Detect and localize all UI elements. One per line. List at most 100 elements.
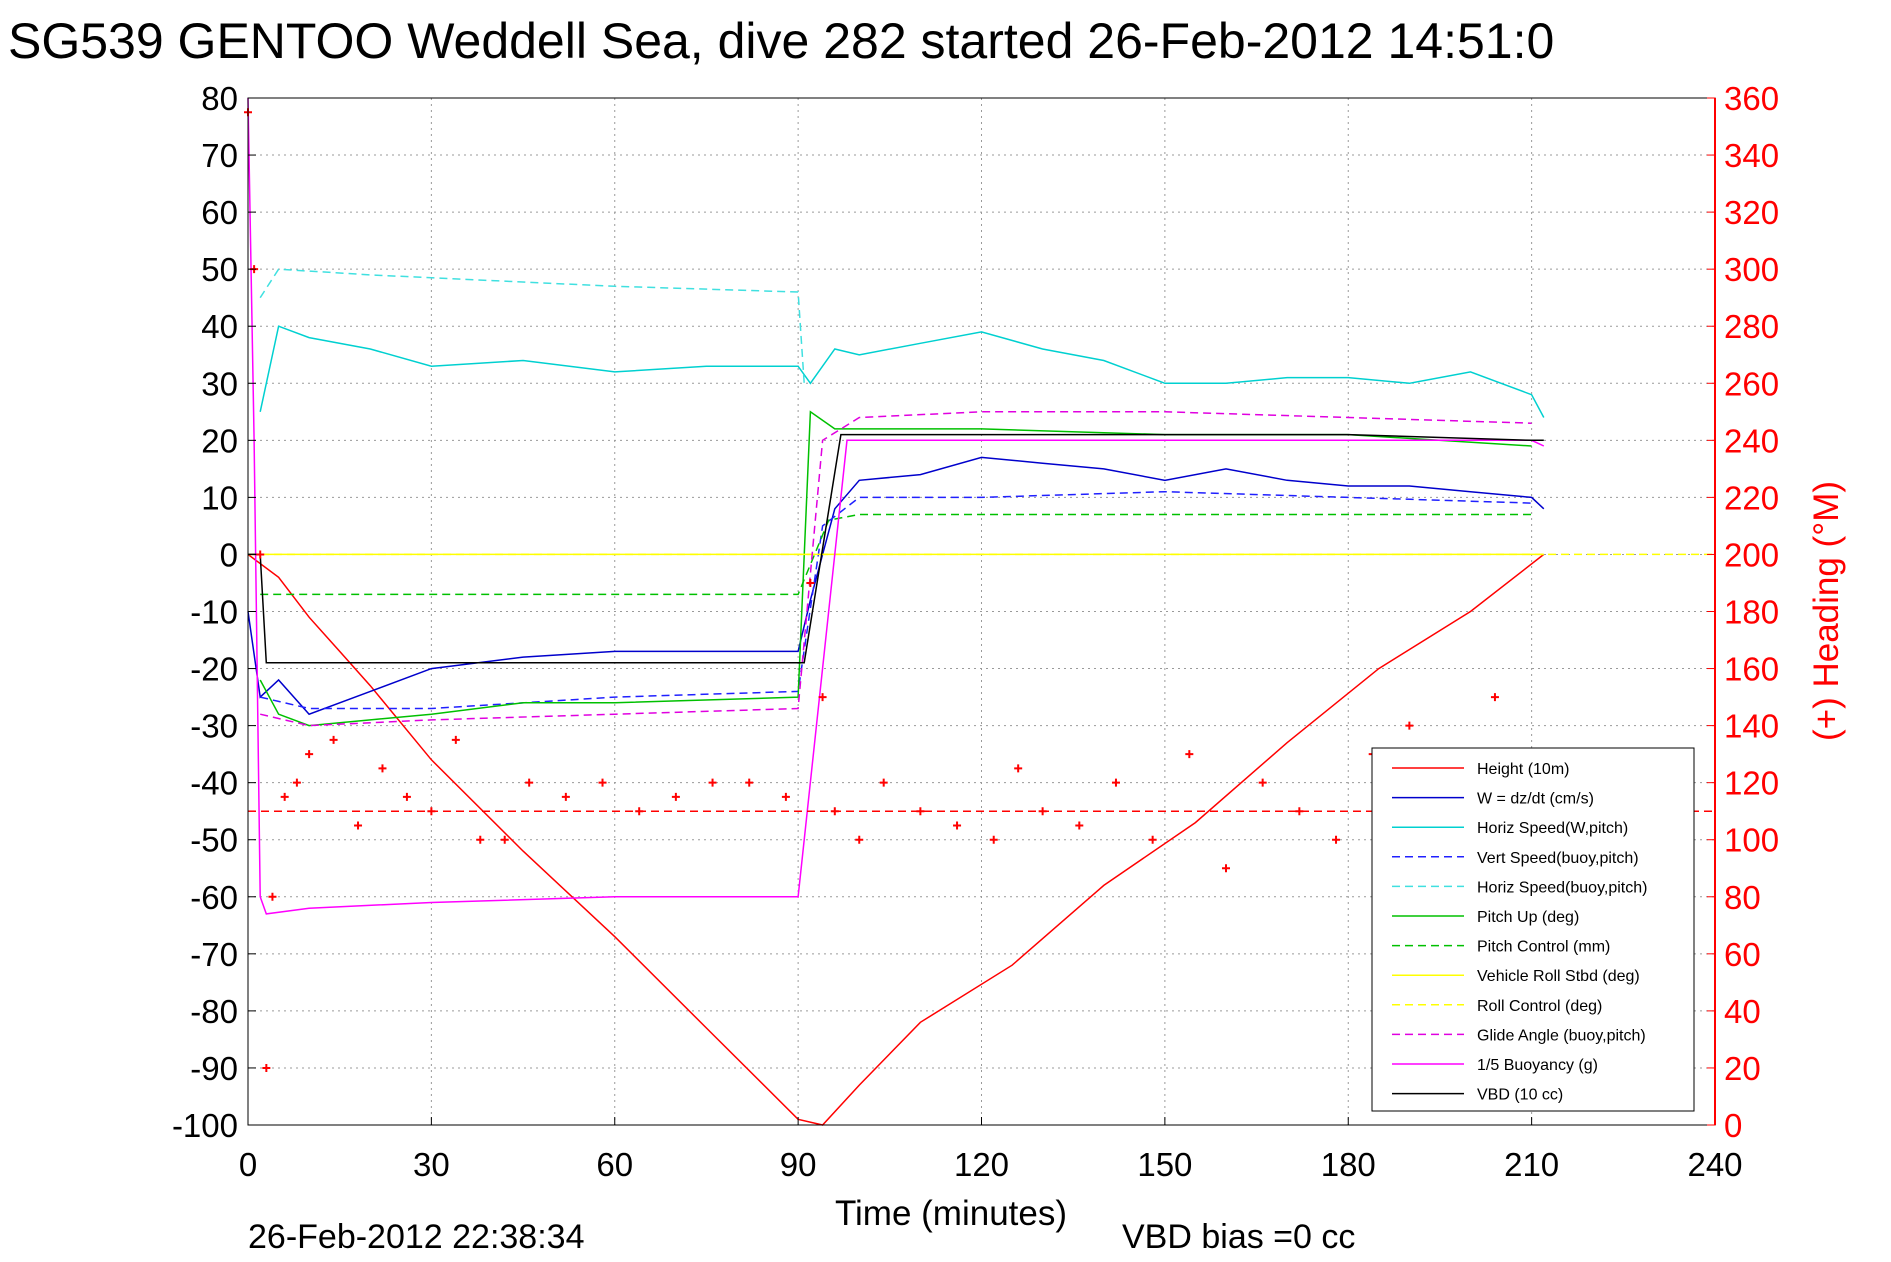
heading-marker xyxy=(262,1063,271,1072)
ticks-layer: 0 30 60 90 120 150 180 210 24080706050403020100-… xyxy=(172,80,1779,1183)
series-pitch-up-deg xyxy=(259,410,1532,727)
y-tick-label-left: -40 xyxy=(190,765,238,802)
legend-entry: 1/5 Buoyancy (g) xyxy=(1477,1057,1598,1074)
y-tick-label-right: 220 xyxy=(1724,479,1779,516)
legend-entry: Vehicle Roll Stbd (deg) xyxy=(1477,968,1640,985)
y-tick-label-left: -90 xyxy=(190,1050,238,1087)
series-horiz-speed-buoy-pitch xyxy=(259,268,805,384)
y-tick-label-right: 320 xyxy=(1724,194,1779,231)
legend-entry: Horiz Speed(W,pitch) xyxy=(1477,820,1628,837)
y-tick-label-right: 20 xyxy=(1724,1050,1761,1087)
heading-marker xyxy=(329,735,338,744)
legend-entry: Vert Speed(buoy,pitch) xyxy=(1477,850,1639,867)
y-tick-label-left: -50 xyxy=(190,822,238,859)
y-tick-label-right: 40 xyxy=(1724,993,1761,1030)
timestamp-label: 26-Feb-2012 22:38:34 xyxy=(248,1218,584,1256)
y-tick-label-right: 260 xyxy=(1724,365,1779,402)
legend-entry: Glide Angle (buoy,pitch) xyxy=(1477,1027,1646,1044)
heading-marker xyxy=(476,835,485,844)
legend-box xyxy=(1371,747,1695,1112)
heading-marker xyxy=(1185,750,1194,759)
y-tick-label-left: 0 xyxy=(220,536,238,573)
heading-marker xyxy=(402,792,411,801)
heading-marker xyxy=(500,835,509,844)
y-tick-label-right: 60 xyxy=(1724,936,1761,973)
y-tick-label-right: 120 xyxy=(1724,765,1779,802)
heading-marker xyxy=(305,750,314,759)
y-tick-label-right: 300 xyxy=(1724,251,1779,288)
legend-entry: Roll Control (deg) xyxy=(1477,998,1602,1015)
y-tick-label-right: 100 xyxy=(1724,822,1779,859)
y-tick-label-right: 240 xyxy=(1724,422,1779,459)
legend-entry: W = dz/dt (cm/s) xyxy=(1477,791,1594,808)
heading-marker xyxy=(354,821,363,830)
heading-marker xyxy=(1222,864,1230,873)
heading-marker xyxy=(855,835,864,844)
series-w-dz-dt-cm-s xyxy=(247,456,1545,716)
heading-marker xyxy=(953,821,962,830)
legend-entry: Horiz Speed(buoy,pitch) xyxy=(1477,879,1647,896)
series-1-5-buoyancy-g xyxy=(247,97,1545,915)
series-vert-speed-buoy-pitch xyxy=(260,490,1532,710)
heading-marker xyxy=(256,550,265,559)
series-layer xyxy=(244,97,1715,1126)
y-tick-label-left: -10 xyxy=(190,594,238,631)
x-tick-label: 90 xyxy=(780,1146,817,1183)
series-pitch-control-mm xyxy=(260,513,1532,596)
heading-marker xyxy=(1405,721,1414,730)
heading-marker xyxy=(451,735,460,744)
y-tick-label-left: -60 xyxy=(190,879,238,916)
heading-marker xyxy=(561,792,570,801)
vbd-bias-label: VBD bias =0 cc xyxy=(1122,1218,1355,1256)
y-tick-label-right: 140 xyxy=(1724,708,1779,745)
legend-entry: Height (10m) xyxy=(1477,761,1569,778)
x-tick-label: 210 xyxy=(1504,1146,1559,1183)
y-tick-label-right: 180 xyxy=(1724,594,1779,631)
heading-marker xyxy=(598,778,607,787)
heading-marker xyxy=(525,778,534,787)
heading-marker xyxy=(781,792,790,801)
legend: Height (10m) W = dz/dt (cm/s) Horiz Speed(… xyxy=(1371,747,1695,1112)
y-tick-label-right: 360 xyxy=(1724,80,1779,117)
heading-marker xyxy=(671,792,680,801)
y-tick-label-left: -70 xyxy=(190,936,238,973)
heading-marker xyxy=(745,778,754,787)
heading-marker xyxy=(1490,693,1499,702)
x-tick-label: 150 xyxy=(1137,1146,1192,1183)
x-tick-label: 120 xyxy=(954,1146,1009,1183)
y-tick-label-left: -20 xyxy=(190,651,238,688)
y-tick-label-left: -30 xyxy=(190,708,238,745)
y-tick-label-right: 340 xyxy=(1724,137,1779,174)
y-tick-label-left: 60 xyxy=(201,194,238,231)
y-tick-label-right: 200 xyxy=(1724,536,1779,573)
heading-marker xyxy=(1148,835,1157,844)
heading-marker xyxy=(1075,821,1084,830)
series-vbd-10-cc xyxy=(248,433,1544,664)
heading-marker xyxy=(806,578,815,587)
heading-marker xyxy=(268,892,277,901)
y-tick-label-left: 80 xyxy=(201,80,238,117)
x-tick-label: 0 xyxy=(239,1146,257,1183)
legend-entry: Pitch Up (deg) xyxy=(1477,909,1579,926)
x-tick-label: 180 xyxy=(1321,1146,1376,1183)
series-horiz-speed-w-pitch xyxy=(259,325,1545,418)
x-tick-label: 30 xyxy=(413,1146,450,1183)
x-tick-label: 60 xyxy=(596,1146,633,1183)
heading-marker xyxy=(818,693,827,702)
y-tick-label-left: 40 xyxy=(201,308,238,345)
right-axis-label: (+) Heading (°M) xyxy=(1807,481,1846,741)
series-heading-12 xyxy=(244,108,1499,1072)
chart-title: SG539 GENTOO Weddell Sea, dive 282 start… xyxy=(8,13,1554,69)
heading-marker xyxy=(1258,778,1267,787)
heading-marker xyxy=(292,778,301,787)
heading-marker xyxy=(989,835,998,844)
y-tick-label-left: 30 xyxy=(201,365,238,402)
heading-marker xyxy=(1014,764,1023,773)
y-tick-label-right: 160 xyxy=(1724,651,1779,688)
heading-marker xyxy=(879,778,888,787)
y-tick-label-left: 10 xyxy=(201,479,238,516)
y-tick-label-left: 50 xyxy=(201,251,238,288)
heading-marker xyxy=(378,764,387,773)
heading-marker xyxy=(1332,835,1341,844)
y-tick-label-right: 280 xyxy=(1724,308,1779,345)
